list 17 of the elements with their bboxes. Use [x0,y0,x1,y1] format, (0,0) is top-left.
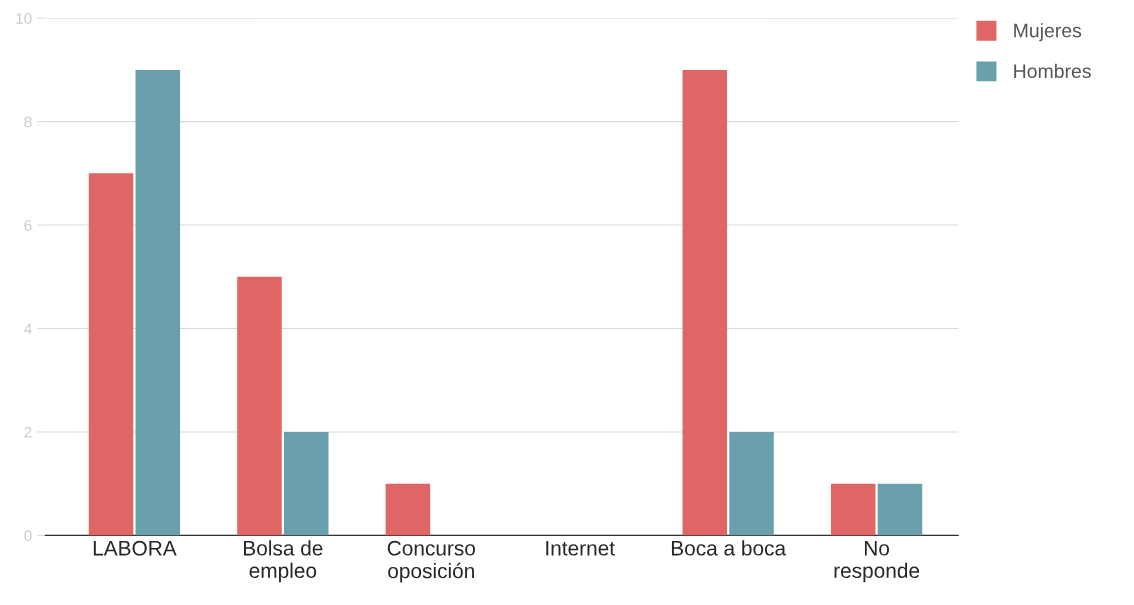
bar [88,173,134,536]
x-tick-label: Concurso oposición [387,540,475,583]
x-tick-label: Bolsa de empleo [244,540,323,583]
bar [877,483,923,536]
bar [135,69,181,536]
bar [682,69,728,536]
x-tick-label: No responde [834,541,920,583]
bar [283,431,329,536]
x-tick-label: LABORA [93,540,177,556]
legend-label: Hombres [1014,63,1091,79]
bar [830,483,876,536]
x-tick-label: Internet [546,541,615,556]
legend-label: Mujeres [1014,23,1082,42]
bar [729,431,774,536]
bar [385,483,431,536]
x-tick-label: Boca a boca [671,540,787,556]
bar [237,276,282,536]
